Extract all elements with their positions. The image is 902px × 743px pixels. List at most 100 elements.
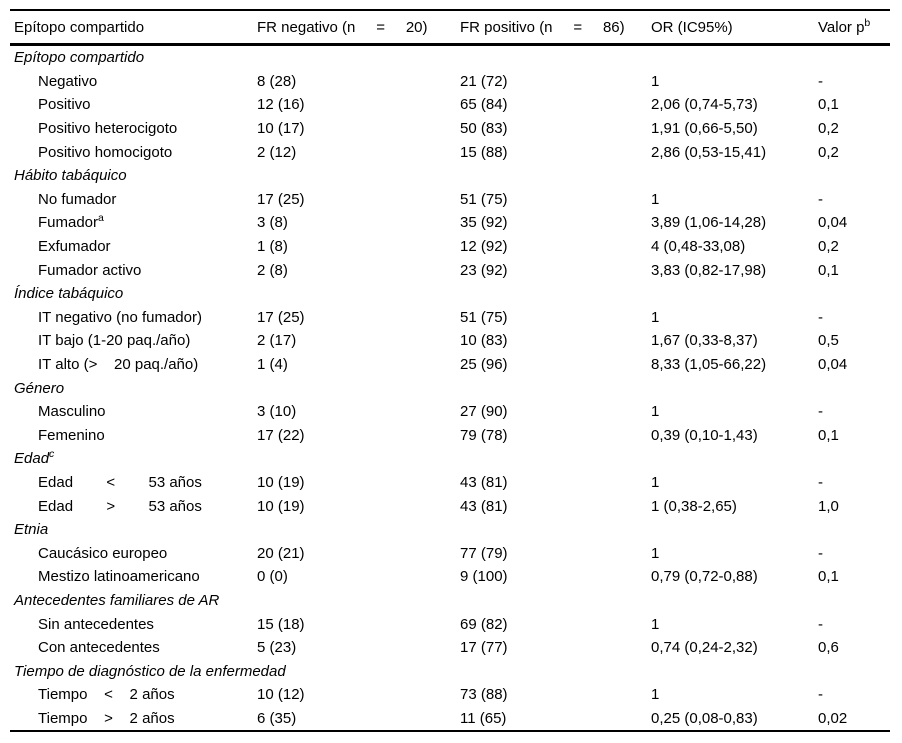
cell-p-value-text: 0,5 (818, 332, 839, 350)
table-row: Fumadora 3 (8) 35 (92) 3,89 (1,06-14,28) 0,0… (10, 211, 890, 235)
cell-or-text: 2,06 (0,74-5,73) (651, 96, 758, 114)
cell-fr-positive-text: 65 (84) (460, 96, 508, 114)
cell-or: 1 (651, 541, 818, 565)
cell-fr-positive-text: 27 (90) (460, 403, 508, 421)
column-header-superscript: b (864, 16, 871, 29)
row-label-text: Edad < 53 años (38, 473, 202, 491)
row-label-text: Tiempo > 2 años (38, 709, 175, 727)
row-label-text: Masculino (38, 403, 106, 421)
cell-or: 1 (651, 400, 818, 424)
cell-p-value: 0,1 (818, 258, 890, 282)
table-row: Exfumador 1 (8) 12 (92) 4 (0,48-33,08) 0,2 (10, 235, 890, 259)
table-row: Tiempo < 2 años 10 (12) 73 (88) 1 - (10, 683, 890, 707)
table-row: Con antecedentes 5 (23) 17 (77) 0,74 (0,24-… (10, 636, 890, 660)
cell-fr-negative: 3 (8) (257, 211, 460, 235)
cell-p-value-text: - (818, 544, 823, 562)
cell-fr-positive-text: 35 (92) (460, 214, 508, 232)
section-header-text: Edad (14, 450, 50, 468)
row-label: Tiempo > 2 años (10, 707, 257, 732)
cell-fr-negative: 5 (23) (257, 636, 460, 660)
stats-table: Epítopo compartido FR negativo (n = 20) FR… (10, 9, 890, 733)
column-header-text: Valor p (818, 18, 865, 36)
cell-fr-negative: 17 (25) (257, 306, 460, 330)
section-header-superscript: c (49, 448, 55, 461)
section-row: Tiempo de diagnóstico de la enfermedad (10, 659, 890, 683)
cell-fr-negative-text: 3 (8) (257, 214, 288, 232)
cell-or: 1 (0,38-2,65) (651, 494, 818, 518)
cell-or: 0,25 (0,08-0,83) (651, 707, 818, 732)
cell-p-value: 0,04 (818, 211, 890, 235)
cell-p-value: - (818, 471, 890, 495)
section-header: Índice tabáquico (10, 282, 890, 306)
cell-or: 4 (0,48-33,08) (651, 235, 818, 259)
section-row: Epítopo compartido (10, 45, 890, 70)
cell-fr-positive: 21 (72) (460, 70, 651, 94)
cell-or-text: 1 (651, 473, 660, 491)
cell-p-value: 0,1 (818, 565, 890, 589)
cell-p-value-text: - (818, 686, 823, 704)
cell-p-value: 0,1 (818, 424, 890, 448)
cell-p-value: 0,04 (818, 353, 890, 377)
row-label-text: IT alto (> 20 paq./año) (38, 356, 199, 374)
row-label-text: Femenino (38, 426, 105, 444)
cell-fr-negative-text: 2 (17) (257, 332, 297, 350)
row-label-text: Fumador (38, 214, 99, 232)
cell-fr-positive: 35 (92) (460, 211, 651, 235)
table-row: IT alto (> 20 paq./año) 1 (4) 25 (96) 8,33 … (10, 353, 890, 377)
cell-or: 2,86 (0,53-15,41) (651, 140, 818, 164)
cell-fr-negative-text: 17 (22) (257, 426, 305, 444)
cell-p-value-text: 0,1 (818, 568, 839, 586)
cell-or-text: 1 (0,38-2,65) (651, 497, 737, 515)
cell-fr-positive-text: 12 (92) (460, 238, 508, 256)
cell-p-value: 1,0 (818, 494, 890, 518)
cell-p-value: 0,6 (818, 636, 890, 660)
section-header: Antecedentes familiares de AR (10, 589, 890, 613)
row-label-text: No fumador (38, 190, 117, 208)
cell-fr-negative-text: 0 (0) (257, 568, 288, 586)
cell-fr-positive: 9 (100) (460, 565, 651, 589)
column-header: FR negativo (n = 20) (257, 10, 460, 46)
cell-p-value-text: - (818, 403, 823, 421)
cell-fr-positive-text: 21 (72) (460, 72, 508, 90)
cell-fr-positive-text: 79 (78) (460, 426, 508, 444)
section-row: Antecedentes familiares de AR (10, 589, 890, 613)
cell-p-value-text: 0,2 (818, 120, 839, 138)
cell-fr-positive-text: 15 (88) (460, 143, 508, 161)
cell-fr-positive: 43 (81) (460, 471, 651, 495)
cell-fr-positive: 73 (88) (460, 683, 651, 707)
cell-fr-positive: 10 (83) (460, 329, 651, 353)
row-label: IT negativo (no fumador) (10, 306, 257, 330)
cell-or-text: 8,33 (1,05-66,22) (651, 356, 767, 374)
cell-fr-negative: 3 (10) (257, 400, 460, 424)
section-header-text: Índice tabáquico (14, 285, 124, 303)
cell-fr-positive-text: 9 (100) (460, 568, 508, 586)
cell-fr-negative-text: 17 (25) (257, 308, 305, 326)
cell-fr-positive-text: 51 (75) (460, 190, 508, 208)
row-label: Con antecedentes (10, 636, 257, 660)
cell-or-text: 1,67 (0,33-8,37) (651, 332, 758, 350)
cell-fr-negative: 10 (19) (257, 494, 460, 518)
column-header-text: FR negativo (n = 20) (257, 18, 428, 36)
cell-fr-positive-text: 17 (77) (460, 639, 508, 657)
cell-fr-negative: 20 (21) (257, 541, 460, 565)
table-row: Caucásico europeo 20 (21) 77 (79) 1 - (10, 541, 890, 565)
row-label-superscript: a (98, 212, 104, 225)
cell-fr-negative-text: 17 (25) (257, 190, 305, 208)
cell-fr-positive-text: 25 (96) (460, 356, 508, 374)
row-label: Femenino (10, 424, 257, 448)
cell-fr-positive-text: 51 (75) (460, 308, 508, 326)
row-label-text: IT negativo (no fumador) (38, 308, 202, 326)
row-label: IT alto (> 20 paq./año) (10, 353, 257, 377)
cell-or-text: 1 (651, 544, 660, 562)
cell-or-text: 4 (0,48-33,08) (651, 238, 746, 256)
cell-fr-positive: 23 (92) (460, 258, 651, 282)
cell-fr-negative: 0 (0) (257, 565, 460, 589)
row-label: Sin antecedentes (10, 612, 257, 636)
cell-or: 1 (651, 306, 818, 330)
cell-fr-negative-text: 10 (17) (257, 120, 305, 138)
cell-fr-positive: 15 (88) (460, 140, 651, 164)
row-label-text: IT bajo (1-20 paq./año) (38, 332, 191, 350)
cell-p-value-text: 1,0 (818, 497, 839, 515)
cell-fr-positive: 77 (79) (460, 541, 651, 565)
cell-fr-positive-text: 10 (83) (460, 332, 508, 350)
